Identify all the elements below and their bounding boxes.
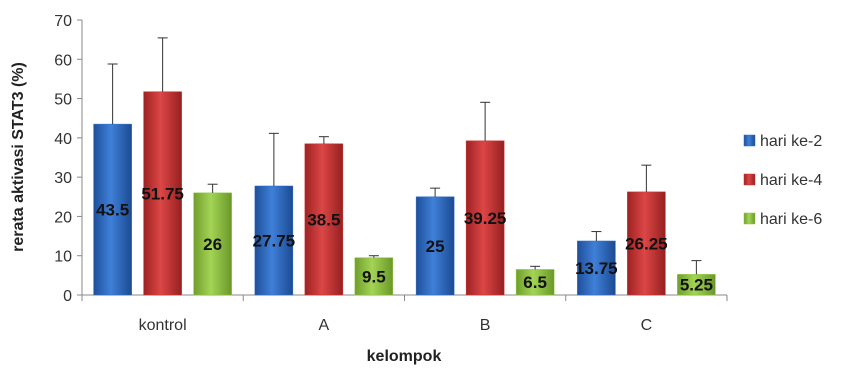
data-label: 51.75 — [141, 184, 184, 203]
bar-hari-ke-6-a — [354, 257, 394, 296]
bar-hari-ke-4-a — [304, 143, 344, 296]
y-tick-label: 50 — [54, 92, 72, 109]
data-label: 9.5 — [362, 267, 386, 286]
x-tick-label: A — [319, 317, 330, 334]
legend: hari ke-2 hari ke-4 hari ke-6 — [743, 133, 822, 228]
y-tick-label: 40 — [54, 131, 72, 148]
bar-hari-ke-2-c — [577, 240, 616, 296]
data-label: 25 — [426, 237, 445, 256]
y-tick-label: 10 — [54, 249, 72, 266]
bar-hari-ke-6-b — [515, 269, 555, 296]
error-bars — [107, 37, 702, 275]
x-axis-label: kelompok — [367, 348, 442, 365]
y-axis-label: rerata aktivasi STAT3 (%) — [10, 62, 27, 252]
y-tick-label: 70 — [54, 13, 72, 30]
y-tick-label: 20 — [54, 209, 72, 226]
data-label: 26 — [203, 235, 222, 254]
data-labels: 43.5 27.75 25 13.75 51.75 38.5 39.25 26.25 26 9.5… — [96, 184, 713, 294]
legend-swatch — [743, 173, 756, 186]
x-tick-label: C — [641, 317, 653, 334]
legend-swatch — [743, 134, 756, 147]
bar-hari-ke-4-kontrol — [143, 91, 182, 296]
bar-hari-ke-2-kontrol — [93, 123, 132, 296]
bar-hari-ke-2-b — [415, 196, 455, 296]
x-ticks: kontrol A B C — [81, 295, 728, 334]
y-tick-label: 0 — [63, 288, 72, 305]
legend-label: hari ke-2 — [760, 133, 822, 150]
bar-hari-ke-4-c — [627, 191, 666, 296]
bar-hari-ke-6-kontrol — [193, 192, 232, 296]
data-label: 13.75 — [575, 259, 618, 278]
data-label: 26.25 — [625, 234, 668, 253]
data-label: 5.25 — [680, 276, 713, 295]
y-tick-label: 60 — [54, 52, 72, 69]
y-ticks: 0 10 20 30 40 50 60 70 — [54, 13, 82, 305]
data-label: 43.5 — [96, 201, 129, 220]
y-tick-label: 30 — [54, 170, 72, 187]
data-label: 27.75 — [253, 231, 296, 250]
x-tick-label: kontrol — [139, 317, 187, 334]
legend-label: hari ke-4 — [760, 172, 822, 189]
data-label: 38.5 — [307, 210, 340, 229]
legend-swatch — [743, 212, 756, 225]
bars — [93, 91, 716, 296]
data-label: 6.5 — [523, 273, 547, 292]
x-tick-label: B — [480, 317, 491, 334]
legend-label: hari ke-6 — [760, 211, 822, 228]
data-label: 39.25 — [464, 209, 507, 228]
bar-hari-ke-2-a — [254, 185, 294, 296]
